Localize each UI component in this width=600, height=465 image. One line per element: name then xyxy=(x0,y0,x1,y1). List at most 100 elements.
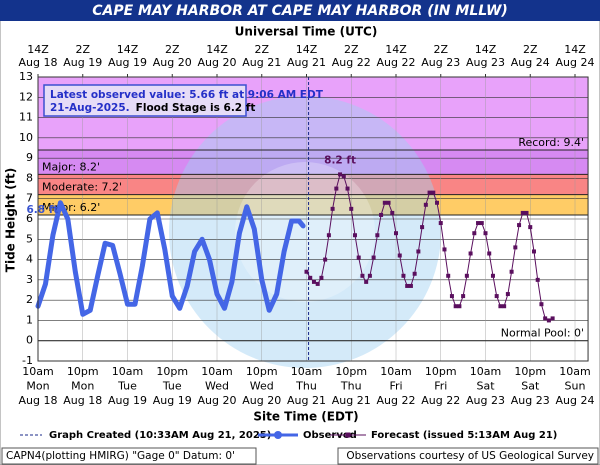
forecast-marker xyxy=(483,231,488,236)
x-tick-label: Tue xyxy=(117,380,137,393)
x-tick-label: Aug 22 xyxy=(377,394,416,407)
forecast-marker xyxy=(319,275,324,280)
forecast-marker xyxy=(431,190,436,195)
forecast-marker xyxy=(323,257,328,262)
x-tick-label: Aug 21 xyxy=(332,394,371,407)
flood-band xyxy=(38,194,589,215)
forecast-marker xyxy=(531,249,536,254)
forecast-marker xyxy=(505,292,510,297)
x2-tick-label: Aug 24 xyxy=(511,56,550,69)
x2-tick-label: Aug 20 xyxy=(198,56,237,69)
footer-left-box xyxy=(1,447,257,465)
x-tick-label: 10am xyxy=(201,365,232,378)
x2-tick-label: Aug 20 xyxy=(153,56,192,69)
forecast-marker xyxy=(401,273,406,278)
forecast-marker xyxy=(367,273,372,278)
y-tick-label: 2 xyxy=(26,293,33,306)
footer-right-box xyxy=(337,447,599,465)
forecast-marker xyxy=(517,223,522,228)
forecast-marker xyxy=(539,302,544,307)
forecast-marker xyxy=(375,233,380,238)
x-tick-label: Aug 19 xyxy=(153,394,192,407)
x2-tick-label: Aug 22 xyxy=(332,56,371,69)
forecast-marker xyxy=(449,294,454,299)
x-tick-label: Aug 18 xyxy=(19,394,58,407)
threshold-label: Major: 8.2' xyxy=(42,160,100,173)
x2-tick-label: 2Z xyxy=(165,43,180,56)
y-tick-label: 8 xyxy=(26,171,33,184)
forecast-marker xyxy=(498,304,503,309)
watermark xyxy=(235,162,375,302)
forecast-marker xyxy=(472,231,477,236)
forecast-marker xyxy=(315,281,320,286)
peak-label: 8.2 ft xyxy=(324,154,356,166)
y-axis-title: Tide Height (ft) xyxy=(4,168,18,272)
x2-tick-label: 2Z xyxy=(254,43,269,56)
x-tick-label: Aug 20 xyxy=(242,394,281,407)
forecast-marker xyxy=(405,283,410,288)
legend-label: Observed xyxy=(303,430,357,441)
peak-label: 6.8 ft xyxy=(26,204,58,216)
x-tick-label: Aug 23 xyxy=(466,394,505,407)
forecast-marker xyxy=(371,255,376,260)
legend-created: Graph Created (10:33AM Aug 21, 2025) xyxy=(49,430,271,441)
x-tick-label: Wed xyxy=(205,380,229,393)
x-tick-label: Aug 21 xyxy=(287,394,326,407)
forecast-marker xyxy=(494,294,499,299)
forecast-marker xyxy=(412,271,417,276)
x2-tick-label: Aug 23 xyxy=(421,56,460,69)
forecast-marker xyxy=(535,277,540,282)
legend-swatch xyxy=(274,431,282,439)
forecast-marker xyxy=(446,273,451,278)
x2-tick-label: Aug 24 xyxy=(556,56,595,69)
legend-swatch xyxy=(345,432,351,438)
forecast-marker xyxy=(394,231,398,236)
x2-axis-title: Universal Time (UTC) xyxy=(235,25,378,39)
x2-tick-label: Aug 19 xyxy=(63,56,102,69)
x2-tick-label: 14Z xyxy=(296,43,318,56)
x-axis-title: Site Time (EDT) xyxy=(253,410,358,424)
forecast-marker xyxy=(397,253,402,258)
forecast-marker xyxy=(356,255,361,260)
y-tick-label: 5 xyxy=(26,232,33,245)
x2-tick-label: 14Z xyxy=(117,43,139,56)
x-tick-label: Thu xyxy=(340,380,362,393)
footer-left: CAPN4(plotting HMIRG) "Gage 0" Datum: 0' xyxy=(6,450,235,462)
x2-tick-label: Aug 21 xyxy=(242,56,281,69)
x-tick-label: 10am xyxy=(470,365,501,378)
forecast-marker xyxy=(420,225,425,230)
forecast-marker xyxy=(308,275,313,280)
x-tick-label: Aug 22 xyxy=(421,394,460,407)
x2-tick-label: 14Z xyxy=(475,43,497,56)
forecast-marker xyxy=(453,304,458,309)
forecast-marker xyxy=(513,245,518,250)
forecast-marker xyxy=(334,186,339,191)
forecast-marker xyxy=(543,316,548,321)
y-tick-label: 4 xyxy=(26,253,33,266)
flood-stage-note: Flood Stage is 6.2 ft xyxy=(136,102,256,114)
forecast-marker xyxy=(461,294,466,299)
threshold-label: Moderate: 7.2' xyxy=(42,181,122,194)
x2-tick-label: Aug 21 xyxy=(287,56,326,69)
x-tick-label: Sat xyxy=(476,380,495,393)
forecast-marker xyxy=(550,316,555,321)
x-tick-label: Aug 23 xyxy=(511,394,550,407)
x-tick-label: 10am xyxy=(112,365,143,378)
x2-tick-label: 14Z xyxy=(27,43,49,56)
x2-tick-label: Aug 19 xyxy=(108,56,147,69)
forecast-marker xyxy=(464,273,469,278)
x-tick-label: Aug 18 xyxy=(63,394,102,407)
x2-tick-label: 2Z xyxy=(433,43,448,56)
legend-label: Forecast (issued 5:13AM Aug 21) xyxy=(371,430,557,441)
x-tick-label: Thu xyxy=(295,380,317,393)
flood-band xyxy=(38,174,589,195)
forecast-marker xyxy=(490,273,495,278)
x2-tick-label: Aug 22 xyxy=(377,56,416,69)
forecast-marker xyxy=(546,318,551,323)
threshold-label: Record: 9.4' xyxy=(518,136,584,149)
y-tick-label: -1 xyxy=(22,354,33,367)
x2-tick-label: 2Z xyxy=(75,43,90,56)
x-tick-label: 10pm xyxy=(425,365,457,378)
plot-border xyxy=(37,76,589,362)
